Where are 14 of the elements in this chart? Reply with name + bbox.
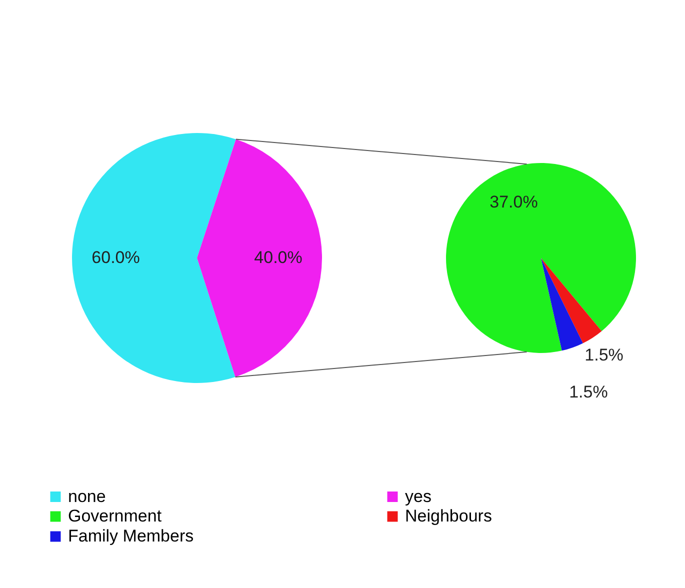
legend-label: Government bbox=[68, 506, 162, 526]
legend-label: yes bbox=[405, 486, 432, 506]
legend-label: none bbox=[68, 486, 106, 506]
data-label: 1.5% bbox=[584, 345, 624, 364]
data-label: 60.0% bbox=[92, 248, 140, 267]
pie-slice bbox=[541, 258, 583, 351]
legend-label: Family Members bbox=[68, 526, 194, 546]
data-label: 1.5% bbox=[569, 382, 608, 402]
pie-slice bbox=[72, 133, 236, 383]
data-label: 40.0% bbox=[254, 248, 302, 268]
pie-slice bbox=[541, 258, 602, 344]
pie-slice bbox=[197, 139, 322, 377]
legend-label: Neighbours bbox=[405, 506, 492, 526]
data-label: 37.0% bbox=[490, 192, 538, 212]
